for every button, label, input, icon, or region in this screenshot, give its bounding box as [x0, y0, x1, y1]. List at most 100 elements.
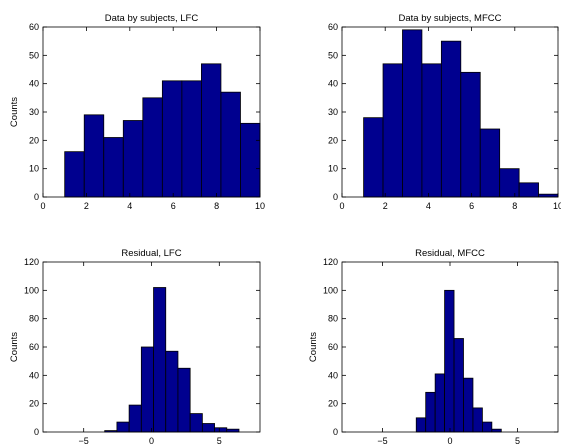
x-tick-label: 4: [426, 201, 431, 211]
y-tick-label: 0: [34, 192, 39, 202]
y-tick-label: 0: [333, 192, 338, 202]
x-tick-label: 0: [149, 436, 154, 446]
histogram-bar: [103, 137, 124, 198]
x-tick-label: 0: [447, 436, 452, 446]
y-tick-label: 80: [29, 314, 39, 324]
y-tick-label: 40: [328, 370, 338, 380]
bars: [415, 289, 502, 433]
subplot-2: 0 10 20 30 40 50 60 0 2 4 6 8 10 Data by subjects, MF…: [328, 13, 561, 211]
y-tick-label: 30: [328, 107, 338, 117]
histogram-bar: [415, 417, 427, 433]
histogram-bar: [214, 427, 228, 433]
x-tick-label: 2: [383, 201, 388, 211]
subplot-title: Data by subjects, MFCC: [399, 13, 502, 24]
histogram-bar: [402, 29, 423, 198]
histogram-bar: [518, 182, 539, 198]
y-tick-label: 30: [29, 107, 39, 117]
bars: [363, 29, 559, 198]
histogram-bar: [538, 193, 559, 198]
histogram-bar: [161, 80, 183, 198]
histogram-bar: [434, 373, 445, 433]
y-tick-label: 20: [29, 399, 39, 409]
x-tick-label: −5: [79, 436, 89, 446]
histogram-bar: [122, 120, 144, 198]
histogram-bar: [165, 350, 179, 433]
histogram-bar: [201, 63, 222, 198]
x-tick-label: 0: [40, 201, 45, 211]
histogram-bar: [460, 71, 481, 198]
x-tick-label: 8: [512, 201, 517, 211]
histogram-bar: [499, 168, 520, 198]
x-tick-label: 5: [515, 436, 520, 446]
y-tick-label: 50: [29, 50, 39, 60]
histogram-bar: [481, 421, 493, 433]
subplot-1: 0 10 20 30 40 50 60 0 2 4 6 8 10 Data by subjects, LF…: [9, 13, 265, 211]
subplot-title: Residual, LFC: [121, 248, 181, 259]
y-tick-label: 120: [323, 257, 338, 267]
subplot-title: Residual, MFCC: [415, 248, 485, 259]
histogram-bar: [479, 128, 501, 198]
histogram-bar: [240, 122, 261, 198]
histogram-bar: [140, 346, 154, 433]
y-tick-label: 100: [323, 285, 338, 295]
y-tick-label: 60: [328, 22, 338, 32]
histogram-bar: [142, 97, 163, 198]
y-tick-label: 100: [24, 285, 39, 295]
y-tick-label: 0: [333, 427, 338, 437]
subplot-4: 0 20 40 60 80 100 120 −5 0 5 Residual, MFCC Counts: [308, 248, 559, 446]
histogram-bar: [83, 114, 105, 198]
y-tick-label: 60: [29, 342, 39, 352]
histogram-bar: [382, 63, 403, 198]
histogram-bar: [472, 407, 483, 433]
y-tick-label: 10: [328, 164, 338, 174]
x-tick-label: 5: [217, 436, 222, 446]
histogram-bar: [116, 421, 130, 433]
x-tick-label: 2: [84, 201, 89, 211]
x-tick-label: 6: [469, 201, 474, 211]
x-tick-label: 10: [255, 201, 265, 211]
y-tick-label: 120: [24, 257, 39, 267]
y-tick-label: 60: [29, 22, 39, 32]
histogram-bar: [453, 338, 464, 433]
histogram-bar: [463, 377, 474, 433]
bars: [104, 287, 240, 433]
bars: [64, 63, 261, 198]
histogram-bar: [425, 391, 436, 433]
y-tick-label: 20: [29, 135, 39, 145]
subplot-3: 0 20 40 60 80 100 120 −5 0 5 Residual, LFC Counts: [9, 248, 261, 446]
histogram-bar: [177, 367, 191, 433]
x-tick-label: −5: [377, 436, 387, 446]
histogram-bar: [220, 91, 241, 198]
y-tick-label: 40: [328, 79, 338, 89]
y-tick-label: 20: [328, 399, 338, 409]
histogram-bar: [444, 289, 455, 433]
y-tick-label: 50: [328, 50, 338, 60]
x-tick-label: 0: [339, 201, 344, 211]
x-tick-label: 4: [127, 201, 132, 211]
x-tick-label: 10: [553, 201, 561, 211]
subplot-title: Data by subjects, LFC: [105, 13, 199, 24]
histogram-bar: [128, 404, 142, 433]
y-tick-label: 80: [328, 314, 338, 324]
y-axis-label: Counts: [9, 332, 20, 362]
y-tick-label: 40: [29, 79, 39, 89]
y-axis-label: Counts: [308, 332, 319, 362]
histogram-bar: [153, 287, 167, 433]
y-tick-label: 20: [328, 135, 338, 145]
histogram-bar: [491, 428, 502, 433]
histogram-bar: [226, 428, 240, 433]
y-tick-label: 60: [328, 342, 338, 352]
y-axis-label: Counts: [9, 97, 20, 127]
histogram-bar: [189, 413, 203, 433]
y-tick-label: 40: [29, 370, 39, 380]
x-tick-label: 8: [214, 201, 219, 211]
y-tick-label: 10: [29, 164, 39, 174]
histogram-bar: [440, 40, 462, 198]
histogram-bar: [181, 80, 202, 198]
histogram-bar: [64, 151, 85, 198]
y-tick-label: 0: [34, 427, 39, 437]
histogram-bar: [363, 117, 384, 198]
x-tick-label: 6: [171, 201, 176, 211]
histogram-bar: [201, 423, 215, 433]
